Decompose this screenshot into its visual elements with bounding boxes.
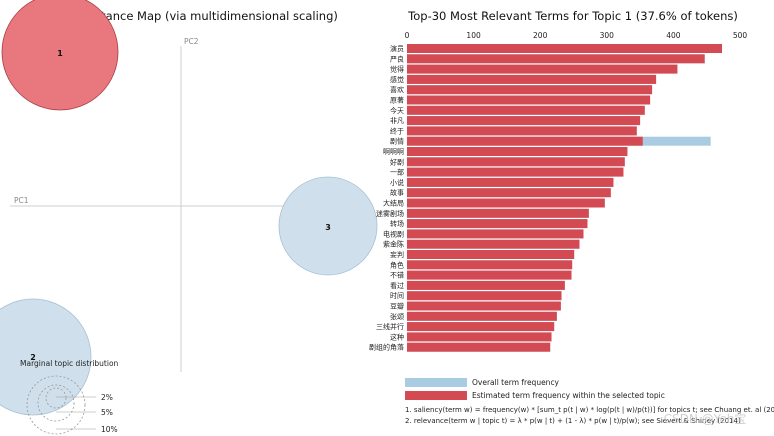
term-label[interactable]: 张颂 (390, 312, 404, 321)
legend-swatch-topic (405, 391, 467, 400)
topic-label-1: 1 (57, 49, 63, 58)
term-label[interactable]: 豆瓣 (390, 302, 404, 311)
term-label[interactable]: 不错 (390, 271, 404, 280)
x-tick-label: 500 (733, 31, 748, 40)
bar-topic[interactable] (407, 54, 705, 64)
marginal-distribution-legend: Marginal topic distribution 2% 5% 10% (20, 359, 119, 435)
bar-topic[interactable] (407, 116, 641, 126)
bar-topic[interactable] (407, 167, 624, 177)
bar-topic[interactable] (407, 219, 588, 229)
x-tick-label: 400 (666, 31, 681, 40)
term-label[interactable]: 迷雾剧场 (376, 209, 404, 218)
x-tick-label: 0 (405, 31, 410, 40)
bar-topic[interactable] (407, 208, 589, 218)
term-labels: 演员严良觉得感觉喜欢原著今天非凡终于剧情啊啊啊好剧一部小说故事大结局迷雾剧场转场… (369, 44, 404, 352)
marginal-title: Marginal topic distribution (20, 359, 119, 368)
legend-swatch-overall (405, 378, 467, 387)
bar-topic[interactable] (407, 177, 614, 187)
bar-topic[interactable] (407, 105, 645, 115)
bar-topic[interactable] (407, 229, 584, 239)
bar-topic[interactable] (407, 126, 637, 136)
term-label[interactable]: 小说 (390, 178, 404, 187)
term-label[interactable]: 非凡 (390, 116, 404, 125)
term-label[interactable]: 终于 (390, 126, 404, 135)
term-label[interactable]: 角色 (390, 260, 404, 269)
x-tick-label: 300 (600, 31, 615, 40)
term-label[interactable]: 大结局 (383, 199, 404, 208)
bar-topic[interactable] (407, 260, 573, 270)
pc2-label: PC2 (184, 37, 199, 46)
chart-legend: Overall term frequency Estimated term fr… (405, 378, 665, 400)
topic-circle-2[interactable] (0, 298, 92, 416)
term-label[interactable]: 喜欢 (390, 85, 404, 94)
topic-label-2: 2 (30, 353, 36, 362)
term-label[interactable]: 转场 (390, 219, 404, 228)
term-label[interactable]: 啊啊啊 (383, 148, 404, 156)
relevant-terms-chart: Top-30 Most Relevant Terms for Topic 1 (… (369, 9, 774, 426)
topic-circle-1[interactable] (1, 0, 119, 111)
bar-topic[interactable] (407, 342, 551, 352)
footnote-saliency: 1. saliency(term w) = frequency(w) * [su… (405, 406, 774, 414)
term-label[interactable]: 三线并行 (376, 322, 404, 331)
term-label[interactable]: 严良 (390, 54, 404, 63)
term-label[interactable]: 紫金陈 (383, 240, 404, 249)
term-label[interactable]: 感觉 (390, 75, 404, 84)
bar-topic[interactable] (407, 301, 561, 311)
x-tick-label: 200 (533, 31, 548, 40)
topic-frequency-bars (407, 44, 723, 352)
term-label[interactable]: 今天 (390, 106, 404, 115)
term-label[interactable]: 时间 (390, 291, 404, 300)
footnote-relevance: 2. relevance(term w | topic t) = λ * p(w… (405, 417, 741, 425)
topic-label-3: 3 (325, 223, 331, 232)
bar-topic[interactable] (407, 270, 572, 280)
bar-topic[interactable] (407, 147, 628, 156)
bar-topic[interactable] (407, 280, 565, 290)
pc1-label: PC1 (14, 196, 29, 205)
bar-topic[interactable] (407, 44, 723, 53)
marginal-level-2pct: 2% (101, 393, 113, 402)
bar-topic[interactable] (407, 198, 605, 208)
x-axis-ticks: 0 100 200 300 400 500 (405, 31, 748, 40)
term-label[interactable]: 觉得 (390, 65, 404, 74)
x-tick-label: 100 (466, 31, 481, 40)
legend-label-overall: Overall term frequency (472, 378, 560, 387)
bar-topic[interactable] (407, 291, 562, 301)
term-label[interactable]: 妄判 (390, 250, 404, 259)
marginal-circle-5pct (37, 384, 75, 422)
bar-topic[interactable] (407, 74, 657, 84)
chart-title: Top-30 Most Relevant Terms for Topic 1 (… (407, 9, 738, 23)
intertopic-map: Intertopic Distance Map (via multidimens… (0, 0, 378, 435)
bar-topic[interactable] (407, 332, 552, 342)
watermark: CSDN @Yeh宝 (664, 412, 747, 426)
term-label[interactable]: 看过 (390, 281, 404, 290)
marginal-level-5pct: 5% (101, 408, 113, 417)
topic-circle-3[interactable] (278, 176, 378, 276)
bar-topic[interactable] (407, 322, 555, 332)
term-label[interactable]: 剧情 (390, 137, 404, 146)
term-label[interactable]: 原著 (390, 96, 404, 105)
marginal-circle-10pct (26, 375, 86, 435)
term-label[interactable]: 剧组的角落 (369, 343, 404, 352)
term-label[interactable]: 故事 (390, 188, 404, 197)
bar-topic[interactable] (407, 239, 580, 249)
bar-topic[interactable] (407, 157, 625, 167)
term-label[interactable]: 一部 (390, 168, 404, 177)
marginal-level-10pct: 10% (101, 425, 118, 434)
bar-topic[interactable] (407, 95, 651, 105)
bar-topic[interactable] (407, 188, 611, 198)
bar-topic[interactable] (407, 311, 557, 321)
marginal-circle-2pct (45, 387, 67, 409)
term-label[interactable]: 电视剧 (383, 229, 404, 238)
bar-topic[interactable] (407, 64, 678, 74)
term-label[interactable]: 好剧 (390, 157, 404, 166)
bar-topic[interactable] (407, 250, 575, 259)
term-label[interactable]: 这种 (390, 332, 404, 341)
bar-topic[interactable] (407, 85, 653, 95)
term-label[interactable]: 演员 (390, 44, 404, 53)
bar-topic[interactable] (407, 136, 643, 146)
legend-label-topic: Estimated term frequency within the sele… (472, 391, 665, 400)
